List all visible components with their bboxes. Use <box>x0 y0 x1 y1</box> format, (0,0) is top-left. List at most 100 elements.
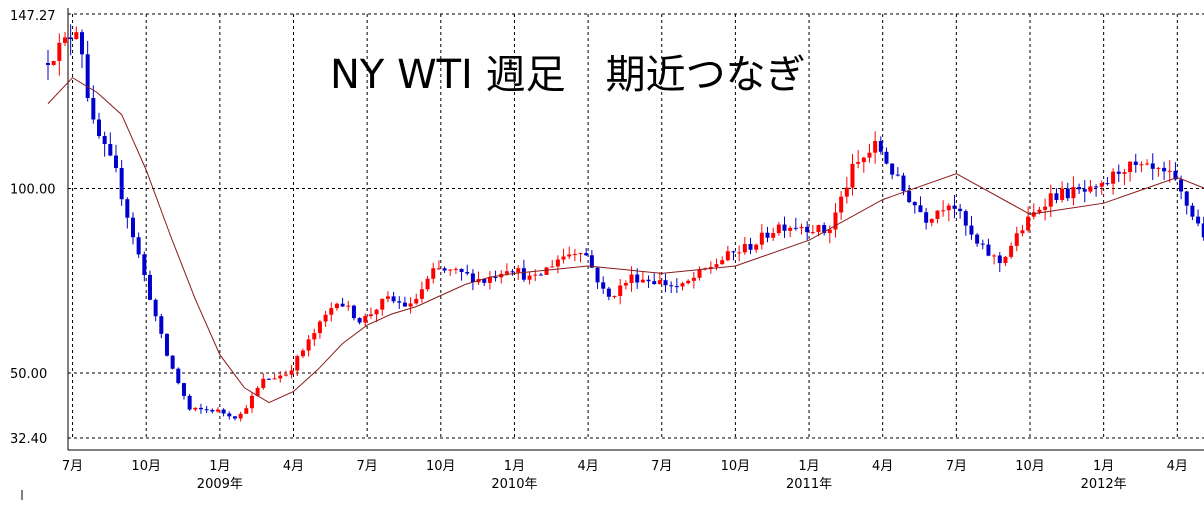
candle-body <box>1105 183 1110 185</box>
candle-body <box>595 267 600 283</box>
candle-body <box>1060 188 1065 200</box>
candle-body <box>453 268 458 270</box>
candle-body <box>187 395 192 410</box>
candle-body <box>147 274 152 300</box>
candle-body <box>997 255 1002 264</box>
candle-body <box>402 302 407 307</box>
candle-body <box>799 226 804 229</box>
x-year-label: 2012年 <box>1081 477 1127 492</box>
candle-body <box>79 32 84 55</box>
candle-body <box>861 157 866 163</box>
candle-body <box>1077 187 1082 190</box>
candle-body <box>159 316 164 334</box>
candle-body <box>374 309 379 315</box>
x-year-label: 2010年 <box>491 477 537 492</box>
candle-body <box>408 303 413 307</box>
x-tick-label: 10月 <box>1015 459 1045 474</box>
x-tick-label: 4月 <box>577 459 598 474</box>
candle-body <box>737 252 742 254</box>
candle-body <box>550 266 555 268</box>
candle-body <box>51 60 56 65</box>
candle-body <box>363 316 368 323</box>
candle-body <box>674 286 679 288</box>
candle-body <box>232 416 237 419</box>
candle-body <box>238 413 243 419</box>
candle-body <box>102 136 107 145</box>
candle-body <box>992 255 997 257</box>
candle-body <box>844 187 849 197</box>
candle-body <box>1133 161 1138 166</box>
candle-body <box>805 226 810 233</box>
candle-body <box>85 54 90 99</box>
candle-body <box>323 314 328 322</box>
candle-body <box>924 212 929 223</box>
candle-body <box>963 211 968 226</box>
x-tick-label: 1月 <box>798 459 819 474</box>
candle-body <box>584 253 589 256</box>
candle-body <box>346 305 351 307</box>
candle-body <box>136 237 141 255</box>
candle-body <box>555 259 560 267</box>
candle-body <box>788 227 793 231</box>
candle-body <box>827 229 832 234</box>
candle-body <box>618 285 623 296</box>
candle-body <box>176 368 181 384</box>
candle-body <box>1009 245 1014 257</box>
x-tick-label: 7月 <box>62 459 83 474</box>
candle-body <box>442 268 447 271</box>
candle-body <box>1071 187 1076 199</box>
candle-body <box>108 144 113 156</box>
candle-body <box>986 244 991 256</box>
candle-body <box>929 218 934 223</box>
candle-body <box>935 210 940 219</box>
candle-body <box>62 37 67 43</box>
candle-body <box>181 383 186 396</box>
moving-average-line <box>47 77 1204 404</box>
candle-body <box>470 273 475 283</box>
candle-body <box>629 274 634 284</box>
candle-body <box>759 232 764 245</box>
candle-body <box>1179 179 1184 192</box>
candle-body <box>153 299 158 317</box>
candle-body <box>431 268 436 279</box>
candle-body <box>1167 170 1172 172</box>
x-tick-label: 7月 <box>651 459 672 474</box>
candle-body <box>776 224 781 234</box>
candle-body <box>822 225 827 234</box>
candle-body <box>340 303 345 307</box>
candle-body <box>895 174 900 176</box>
x-year-label: 2011年 <box>786 477 832 492</box>
label-layer: 147.27 100.00 50.00 32.40 7月 10月 1月 4月 7月 10月 1月 4月… <box>10 9 1188 492</box>
candle-body <box>436 268 441 270</box>
candle-body <box>1020 230 1025 234</box>
candle-body <box>1014 233 1019 246</box>
candle-body <box>448 269 453 271</box>
candle-body <box>601 282 606 289</box>
candle-body <box>884 151 889 164</box>
candle-body <box>521 268 526 280</box>
candle-body <box>295 356 300 371</box>
candle-body <box>334 303 339 309</box>
candle-body <box>283 374 288 376</box>
x-tick-label: 7月 <box>357 459 378 474</box>
x-tick-label: 1月 <box>504 459 525 474</box>
candle-body <box>901 175 906 191</box>
candle-body <box>975 234 980 244</box>
candle-body <box>300 350 305 357</box>
candle-body <box>204 409 209 411</box>
candle-body <box>504 271 509 274</box>
candle-body <box>1116 171 1121 174</box>
axis-layer <box>21 8 1204 500</box>
candle-body <box>74 32 79 40</box>
candle-body <box>946 205 951 211</box>
x-tick-label: 4月 <box>1167 459 1188 474</box>
candle-body <box>357 318 362 323</box>
candle-body <box>748 244 753 250</box>
grid-layer <box>68 13 1204 439</box>
candle-body <box>1037 209 1042 213</box>
x-tick-label: 1月 <box>1093 459 1114 474</box>
candle-body <box>958 208 963 212</box>
candle-body <box>493 276 498 278</box>
